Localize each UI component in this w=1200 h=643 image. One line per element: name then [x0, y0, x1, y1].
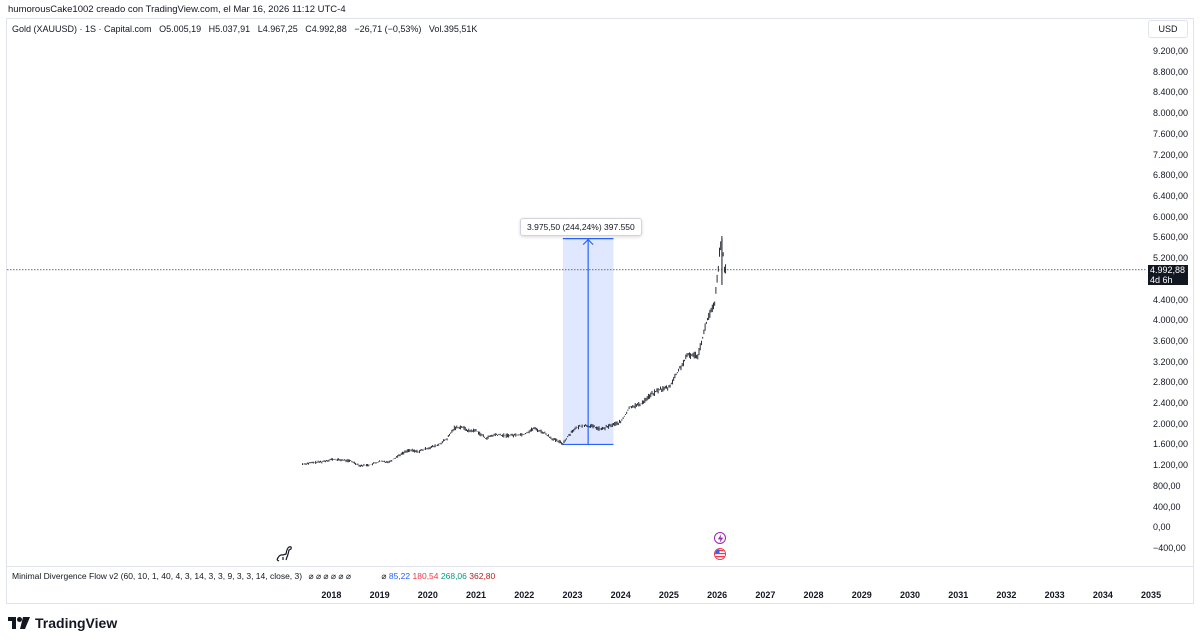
time-tick-label: 2033 [1044, 590, 1065, 600]
us-flag-icon[interactable] [714, 548, 726, 560]
time-tick-label: 2023 [562, 590, 583, 600]
price-tick-label: 8.000,00 [1153, 108, 1189, 119]
price-tick-label: 8.400,00 [1153, 87, 1189, 98]
volume: Vol.395,51K [428, 24, 478, 34]
time-tick-label: 2022 [514, 590, 535, 600]
price-tick-label: 9.200,00 [1153, 46, 1189, 56]
time-tick-label: 2028 [803, 590, 824, 600]
bar-countdown: 4d 6h [1150, 275, 1173, 285]
currency-button[interactable]: USD [1148, 20, 1188, 38]
price-tick-label: 400,00 [1153, 501, 1181, 512]
brand-name: TradingView [35, 615, 118, 631]
measure-arrow-head [582, 238, 594, 246]
ohlc-high: H5.037,91 [208, 24, 251, 34]
lightning-icon[interactable] [714, 532, 726, 544]
indicator-legend[interactable]: Minimal Divergence Flow v2 (60, 10, 1, 4… [12, 571, 495, 582]
time-tick-label: 2025 [658, 590, 679, 600]
indicator-name[interactable]: Minimal Divergence Flow v2 (60, 10, 1, 4… [12, 571, 303, 581]
measure-label: 3.975,50 (244,24%) 397.550 [520, 218, 642, 236]
measure-tool [562, 238, 614, 446]
price-tick-label: −400,00 [1153, 543, 1186, 553]
price-tick-label: 7.600,00 [1153, 128, 1189, 139]
tradingview-logo: TradingView [8, 615, 117, 631]
indicator-pane [6, 566, 1194, 584]
time-tick-label: 2030 [899, 590, 920, 600]
price-tick-label: 6.800,00 [1153, 170, 1189, 181]
price-tick-label: 8.800,00 [1153, 66, 1189, 77]
price-tick-label: 6.400,00 [1153, 190, 1189, 201]
price-tick-label: 1.200,00 [1153, 460, 1189, 471]
price-tick-label: 6.000,00 [1153, 211, 1189, 222]
price-tick-label: 2.800,00 [1153, 377, 1189, 388]
price-tick-label: 2.000,00 [1153, 418, 1189, 429]
price-tick-label: 3.200,00 [1153, 356, 1189, 367]
price-change: −26,71 (−0,53%) [354, 24, 422, 34]
price-bars [302, 236, 727, 467]
time-tick-label: 2021 [466, 590, 487, 600]
price-tick-label: 800,00 [1153, 480, 1181, 491]
indicator-value-2: 180,54 [412, 571, 439, 581]
price-series [302, 236, 727, 467]
time-tick-label: 2034 [1092, 590, 1113, 600]
time-tick-label: 2018 [321, 590, 342, 600]
symbol-legend: Gold (XAUUSD) · 1S · Capital.com O5.005,… [12, 24, 482, 34]
chart-frame [6, 18, 1194, 604]
price-tick-label: 7.200,00 [1153, 149, 1189, 160]
time-tick-label: 2029 [851, 590, 872, 600]
indicator-value-1: 85,22 [388, 571, 411, 581]
indicator-symbols: ⌀ ⌀ ⌀ ⌀ ⌀ ⌀ [308, 571, 351, 581]
price-tick-label: 3.600,00 [1153, 335, 1189, 346]
time-tick-label: 2035 [1141, 590, 1162, 600]
tradingview-logo-icon [8, 617, 30, 629]
current-price-tag: 4.992,88 4d 6h [1148, 265, 1188, 285]
attribution-text: humorousCake1002 creado con TradingView.… [8, 4, 346, 15]
symbol-name[interactable]: Gold (XAUUSD) · 1S · Capital.com [12, 24, 152, 34]
indicator-value-4: 362,80 [469, 571, 496, 581]
price-tick-label: 4.000,00 [1153, 315, 1189, 326]
ohlc-close: C4.992,88 [305, 24, 347, 34]
time-tick-label: 2020 [417, 590, 438, 600]
price-tick-label: 5.600,00 [1153, 232, 1189, 243]
indicator-value-3: 268,06 [440, 571, 467, 581]
time-tick-label: 2024 [610, 590, 631, 600]
current-price: 4.992,88 [1150, 265, 1186, 275]
price-tick-label: 1.600,00 [1153, 439, 1189, 450]
ohlc-open: O5.005,19 [159, 24, 202, 34]
time-tick-label: 2031 [948, 590, 969, 600]
time-tick-label: 2032 [996, 590, 1017, 600]
price-tick-label: 5.200,00 [1153, 253, 1189, 264]
price-tick-label: 4.400,00 [1153, 294, 1189, 305]
time-tick-label: 2027 [755, 590, 776, 600]
dinosaur-icon [274, 544, 294, 562]
price-tick-label: 2.400,00 [1153, 398, 1189, 409]
price-tick-label: 0,00 [1153, 522, 1171, 533]
indicator-symbol: ⌀ [381, 571, 387, 581]
ohlc-low: L4.967,25 [257, 24, 298, 34]
time-tick-label: 2019 [369, 590, 390, 600]
time-tick-label: 2026 [707, 590, 728, 600]
